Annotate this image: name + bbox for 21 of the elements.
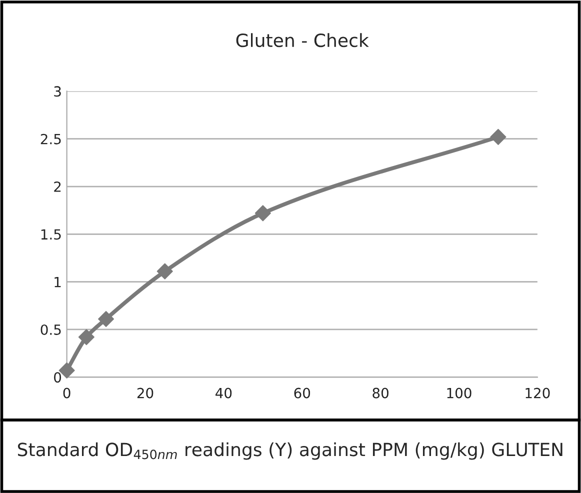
x-tick-label: 80 (372, 388, 388, 398)
x-tick-label: 0 (63, 388, 70, 398)
point (490, 128, 506, 145)
x-tick-label: 40 (216, 388, 232, 398)
y-tick-label: 1 (54, 276, 61, 288)
chart-title: Gluten - Check (236, 33, 369, 48)
y-tick-label: 2 (54, 181, 61, 192)
point (254, 205, 271, 222)
point (156, 263, 173, 280)
y-tick-label: 3 (54, 86, 61, 97)
y-tick-label: 0.5 (40, 324, 61, 335)
x-tick-label: 100 (447, 388, 472, 398)
x-tick-label: 20 (137, 388, 154, 398)
y-tick-label: 2.5 (40, 134, 61, 144)
y-tick-label: 0 (54, 372, 62, 383)
x-tick-label: 120 (526, 388, 550, 398)
text: Standard OD$_{450nm}$ readings (Y) against PPM (mg/kg) GLUTEN (18, 442, 562, 460)
y-tick-label: 1.5 (41, 229, 61, 240)
point (78, 329, 94, 346)
point (98, 310, 114, 328)
x-tick-label: 60 (294, 388, 310, 398)
